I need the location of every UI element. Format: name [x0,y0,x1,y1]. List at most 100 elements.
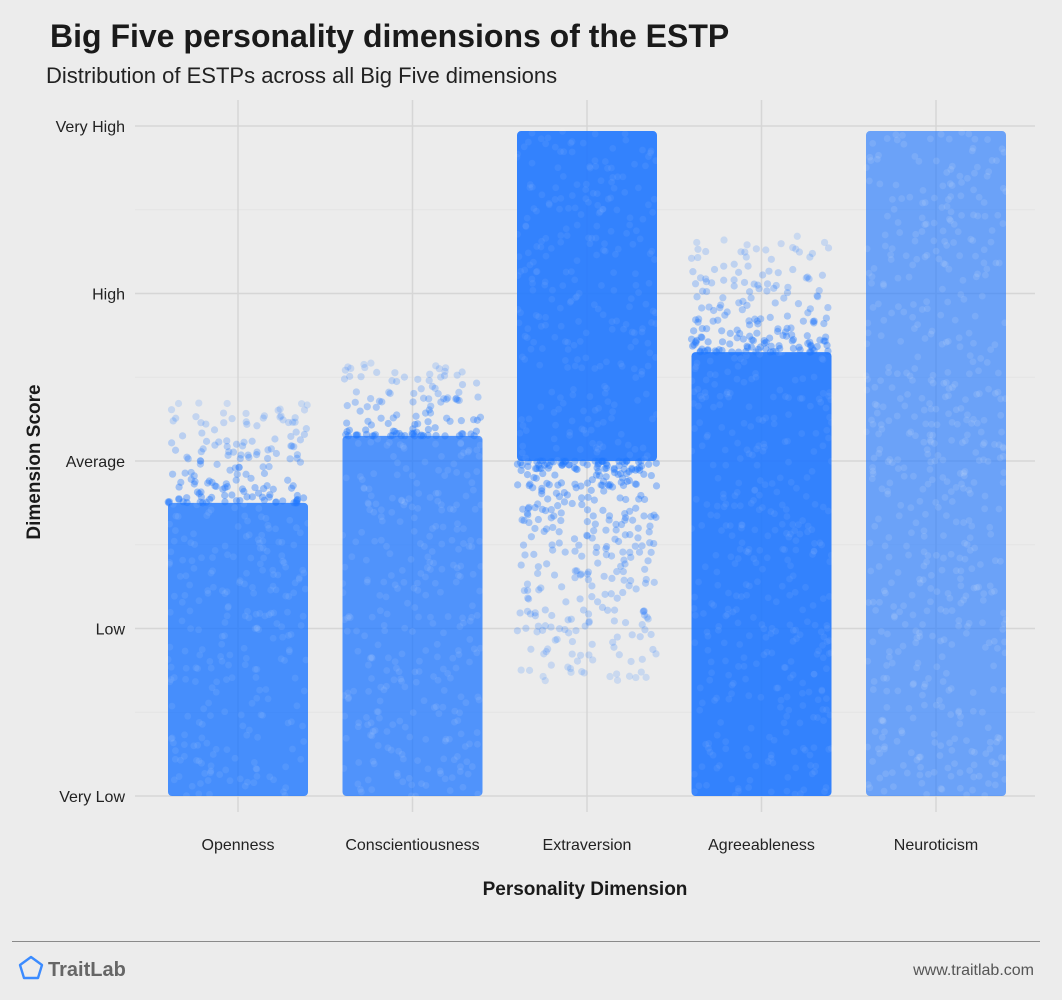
data-point [258,531,266,539]
data-point [965,486,973,494]
data-point [538,505,546,514]
data-point [258,493,267,501]
data-point [603,384,610,392]
data-point [352,388,360,396]
data-point [253,773,261,780]
data-point [369,432,377,440]
data-point [389,721,397,729]
data-point [593,464,601,472]
data-point [652,513,660,521]
data-point [979,619,986,627]
data-point [766,348,775,356]
data-point [745,288,754,296]
data-point [788,331,796,339]
data-point [438,540,446,548]
data-point [927,376,935,384]
data-point [401,624,409,632]
data-point [751,315,759,323]
data-point [757,315,765,323]
data-point [377,683,385,691]
data-point [346,372,354,380]
data-point [473,729,481,736]
data-point [643,613,651,621]
data-point [909,261,917,269]
data-point [818,686,826,694]
data-point [870,265,878,272]
data-point [966,546,974,554]
data-point [707,658,715,666]
data-point [869,464,877,471]
brand[interactable]: TraitLab [18,955,126,984]
data-point [376,697,384,705]
data-point [172,747,179,755]
data-point [969,237,977,244]
data-point [410,584,418,592]
data-point [434,489,442,497]
data-point [372,500,380,508]
data-point [888,659,896,667]
data-point [948,746,956,754]
data-point [799,702,807,709]
data-point [770,414,778,422]
data-point [761,481,769,489]
data-point [563,491,571,499]
data-point [231,754,239,762]
data-point [516,609,524,617]
data-point [368,613,376,621]
data-point [179,498,187,506]
data-point [760,651,768,659]
data-point [575,289,583,297]
data-point [622,457,631,465]
data-point [545,201,553,209]
data-point [869,598,877,606]
data-point [704,646,712,654]
data-point [578,668,586,676]
data-point [197,448,205,456]
data-point [296,529,304,537]
data-point [381,627,389,635]
data-point [240,500,248,508]
data-point [267,445,275,453]
data-point [598,457,606,465]
data-point [468,613,476,621]
data-point [573,181,581,189]
data-point [383,728,391,735]
data-point [882,770,890,778]
data-point [948,162,956,170]
data-point [711,697,718,704]
data-point [783,712,791,720]
data-point [529,279,536,287]
data-point [248,437,256,445]
data-point [422,591,430,599]
data-point [987,530,995,538]
data-point [768,649,776,657]
site-link[interactable]: www.traitlab.com [913,962,1034,979]
data-point [755,506,763,514]
data-point [608,325,616,333]
data-point [814,293,822,301]
data-point [788,337,796,345]
data-point [223,588,231,596]
data-point [688,447,696,455]
point-cloud [164,127,1010,800]
data-point [653,410,660,418]
data-point [247,554,255,562]
data-point [819,706,827,713]
data-point [808,249,816,258]
data-point [789,572,797,580]
data-point [967,235,975,243]
data-point [223,399,231,408]
data-point [218,640,226,648]
data-point [947,208,955,216]
data-point [462,699,470,707]
data-point [929,431,937,439]
data-point [613,567,621,576]
data-point [694,253,702,262]
data-point [364,661,372,669]
data-point [925,675,932,682]
data-point [863,386,871,394]
data-point [431,579,439,587]
data-point [924,480,932,488]
data-point [759,504,766,511]
data-point [753,329,761,337]
